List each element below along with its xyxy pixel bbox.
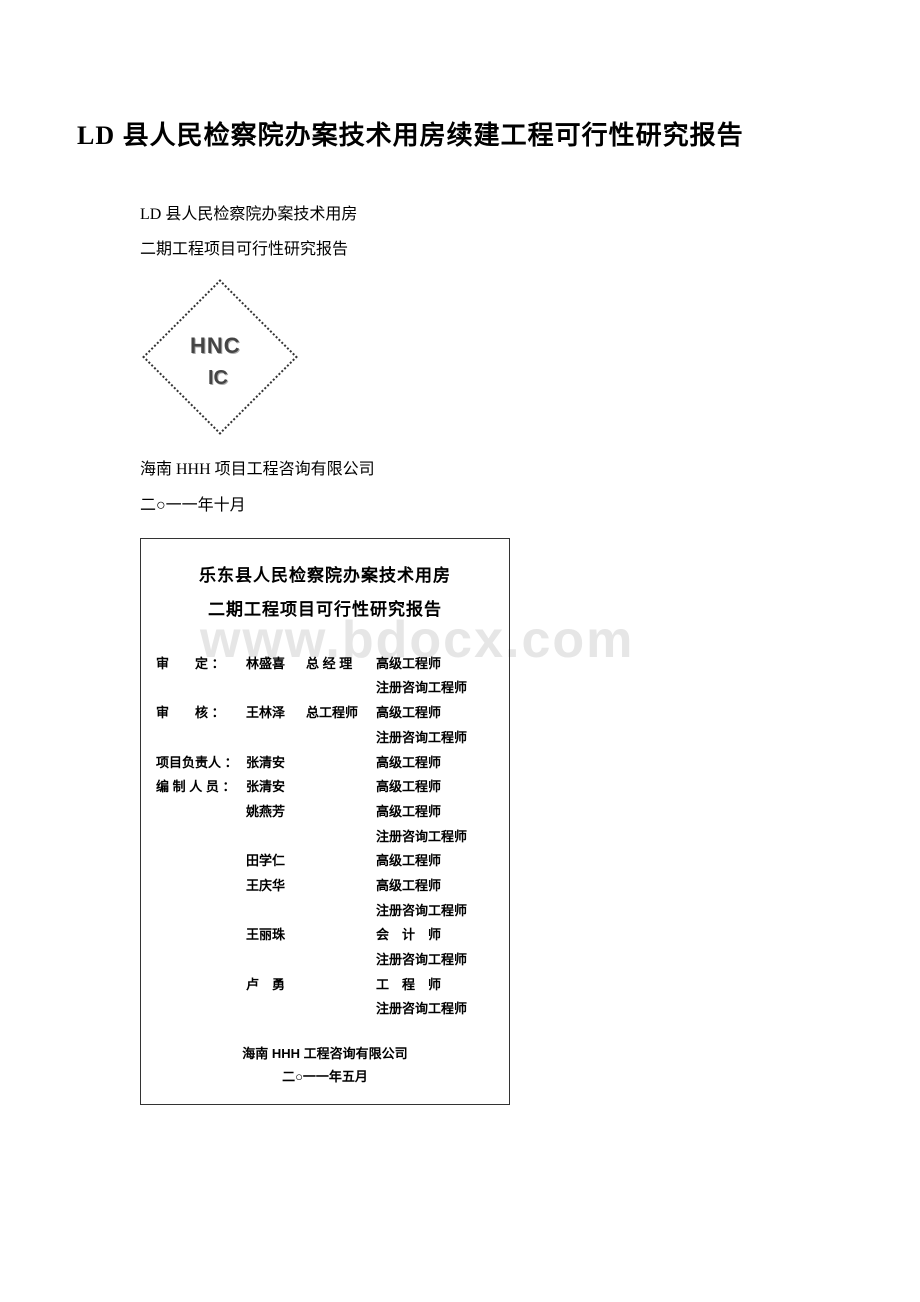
personnel-sub-row: 注册咨询工程师 (156, 948, 494, 973)
person-title: 高级工程师 (376, 874, 494, 899)
role-label (156, 800, 246, 825)
personnel-sub-row: 注册咨询工程师 (156, 997, 494, 1022)
logo-text-hnc: HNC (190, 333, 241, 359)
personnel-row: 卢 勇工 程 师 (156, 973, 494, 998)
logo-container: HNC IC (0, 267, 920, 417)
person-title: 高级工程师 (376, 800, 494, 825)
personnel-row: 田学仁 高级工程师 (156, 849, 494, 874)
person-name: 林盛喜 (246, 652, 306, 677)
logo-text-ic: IC (208, 367, 228, 390)
person-title: 高级工程师 (376, 849, 494, 874)
role-label: 编 制 人 员 ： (156, 775, 246, 800)
person-title-extra: 注册咨询工程师 (376, 948, 494, 973)
person-title: 高级工程师 (376, 701, 494, 726)
personnel-row: 王庆华 高级工程师 (156, 874, 494, 899)
person-name: 张清安 (246, 775, 306, 800)
role-label: 审 核 ： (156, 701, 246, 726)
person-title: 高级工程师 (376, 652, 494, 677)
person-title: 会 计 师 (376, 923, 494, 948)
personnel-sub-row: 注册咨询工程师 (156, 676, 494, 701)
person-name: 田学仁 (246, 849, 306, 874)
company-logo: HNC IC (140, 297, 300, 417)
cover-title-2: 二期工程项目可行性研究报告 (156, 593, 494, 627)
personnel-row: 王丽珠 会 计 师 (156, 923, 494, 948)
role-label (156, 849, 246, 874)
personnel-table: 审 定 ：林盛喜总 经 理高级工程师注册咨询工程师审 核 ：王林泽总工程师高级工… (156, 652, 494, 1022)
person-title: 高级工程师 (376, 775, 494, 800)
personnel-sub-row: 注册咨询工程师 (156, 825, 494, 850)
person-title-extra: 注册咨询工程师 (376, 997, 494, 1022)
role-label (156, 973, 246, 998)
personnel-row: 项目负责人 ：张清安 高级工程师 (156, 751, 494, 776)
person-name: 张清安 (246, 751, 306, 776)
person-position: 总 经 理 (306, 652, 376, 677)
personnel-row: 审 核 ：王林泽总工程师高级工程师 (156, 701, 494, 726)
cover-title-1: 乐东县人民检察院办案技术用房 (156, 559, 494, 593)
company-info-block: 海南 HHH 项目工程咨询有限公司 二○一一年十月 (0, 417, 920, 522)
person-name: 王丽珠 (246, 923, 306, 948)
person-position (306, 874, 376, 899)
person-title-extra: 注册咨询工程师 (376, 676, 494, 701)
subtitle-line-1: LD 县人民检察院办案技术用房 (140, 197, 920, 232)
person-name: 王林泽 (246, 701, 306, 726)
personnel-row: 姚燕芳 高级工程师 (156, 800, 494, 825)
subtitle-block: LD 县人民检察院办案技术用房 二期工程项目可行性研究报告 (0, 152, 920, 267)
person-position: 总工程师 (306, 701, 376, 726)
cover-footer-company: 海南 HHH 工程咨询有限公司 (156, 1042, 494, 1065)
person-name: 卢 勇 (246, 973, 306, 998)
personnel-row: 审 定 ：林盛喜总 经 理高级工程师 (156, 652, 494, 677)
person-title: 工 程 师 (376, 973, 494, 998)
person-position (306, 923, 376, 948)
person-position (306, 800, 376, 825)
person-title-extra: 注册咨询工程师 (376, 825, 494, 850)
person-title-extra: 注册咨询工程师 (376, 726, 494, 751)
role-label: 项目负责人 ： (156, 751, 246, 776)
page-title: LD 县人民检察院办案技术用房续建工程可行性研究报告 (0, 0, 920, 152)
person-position (306, 849, 376, 874)
person-title-extra: 注册咨询工程师 (376, 899, 494, 924)
personnel-sub-row: 注册咨询工程师 (156, 726, 494, 751)
role-label (156, 874, 246, 899)
cover-page-box: 乐东县人民检察院办案技术用房 二期工程项目可行性研究报告 审 定 ：林盛喜总 经… (140, 538, 510, 1105)
person-position (306, 775, 376, 800)
person-position (306, 751, 376, 776)
personnel-sub-row: 注册咨询工程师 (156, 899, 494, 924)
cover-footer-date: 二○一一年五月 (156, 1065, 494, 1088)
personnel-row: 编 制 人 员 ：张清安 高级工程师 (156, 775, 494, 800)
person-name: 姚燕芳 (246, 800, 306, 825)
role-label (156, 923, 246, 948)
subtitle-line-2: 二期工程项目可行性研究报告 (140, 232, 920, 267)
role-label: 审 定 ： (156, 652, 246, 677)
person-position (306, 973, 376, 998)
person-name: 王庆华 (246, 874, 306, 899)
company-date: 二○一一年十月 (140, 488, 920, 523)
company-name: 海南 HHH 项目工程咨询有限公司 (140, 452, 920, 487)
person-title: 高级工程师 (376, 751, 494, 776)
cover-footer: 海南 HHH 工程咨询有限公司 二○一一年五月 (156, 1042, 494, 1089)
